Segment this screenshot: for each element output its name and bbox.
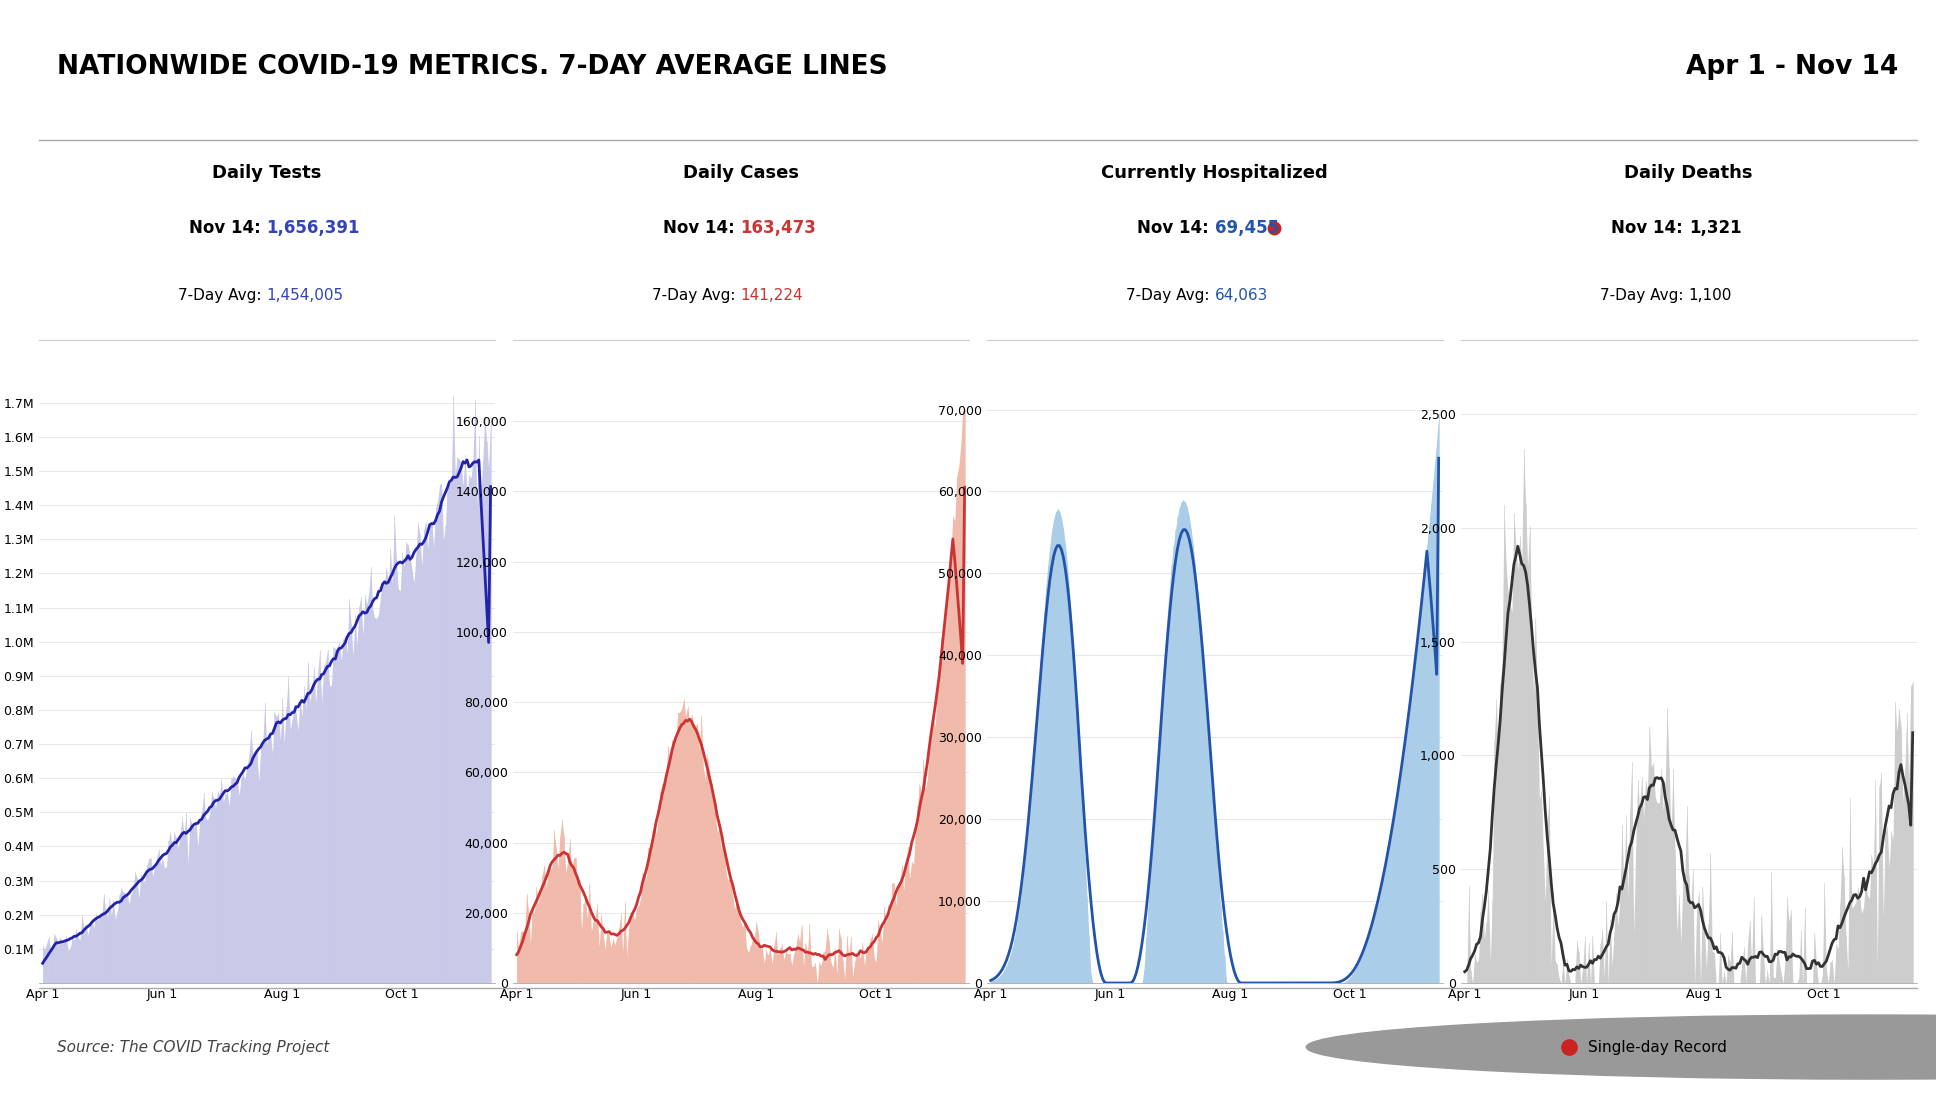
Text: 7-Day Avg:: 7-Day Avg: — [1601, 288, 1688, 304]
Text: 7-Day Avg:: 7-Day Avg: — [1127, 288, 1214, 304]
Text: Nov 14:: Nov 14: — [1136, 219, 1214, 237]
Text: 7-Day Avg:: 7-Day Avg: — [652, 288, 741, 304]
Text: Nov 14:: Nov 14: — [664, 219, 741, 237]
Text: 1,656,391: 1,656,391 — [267, 219, 360, 237]
Text: 163,473: 163,473 — [741, 219, 817, 237]
Text: NATIONWIDE COVID-19 METRICS. 7-DAY AVERAGE LINES: NATIONWIDE COVID-19 METRICS. 7-DAY AVERA… — [58, 54, 889, 80]
Text: 1,321: 1,321 — [1688, 219, 1740, 237]
Text: Daily Cases: Daily Cases — [683, 163, 800, 182]
Text: 1,100: 1,100 — [1688, 288, 1733, 304]
Circle shape — [1307, 1015, 1936, 1079]
Text: Currently Hospitalized: Currently Hospitalized — [1102, 163, 1328, 182]
Text: Daily Deaths: Daily Deaths — [1624, 163, 1752, 182]
Text: 1,454,005: 1,454,005 — [267, 288, 345, 304]
Text: Apr 1 - Nov 14: Apr 1 - Nov 14 — [1686, 54, 1897, 80]
Text: 141,224: 141,224 — [741, 288, 803, 304]
Text: 64,063: 64,063 — [1214, 288, 1268, 304]
Text: 7-Day Avg:: 7-Day Avg: — [178, 288, 267, 304]
Text: Single-day Record: Single-day Record — [1588, 1040, 1727, 1054]
Text: Nov 14:: Nov 14: — [190, 219, 267, 237]
Text: Source: The COVID Tracking Project: Source: The COVID Tracking Project — [58, 1040, 329, 1054]
Text: Nov 14:: Nov 14: — [1611, 219, 1688, 237]
Text: Daily Tests: Daily Tests — [211, 163, 321, 182]
Text: 69,455: 69,455 — [1214, 219, 1280, 237]
